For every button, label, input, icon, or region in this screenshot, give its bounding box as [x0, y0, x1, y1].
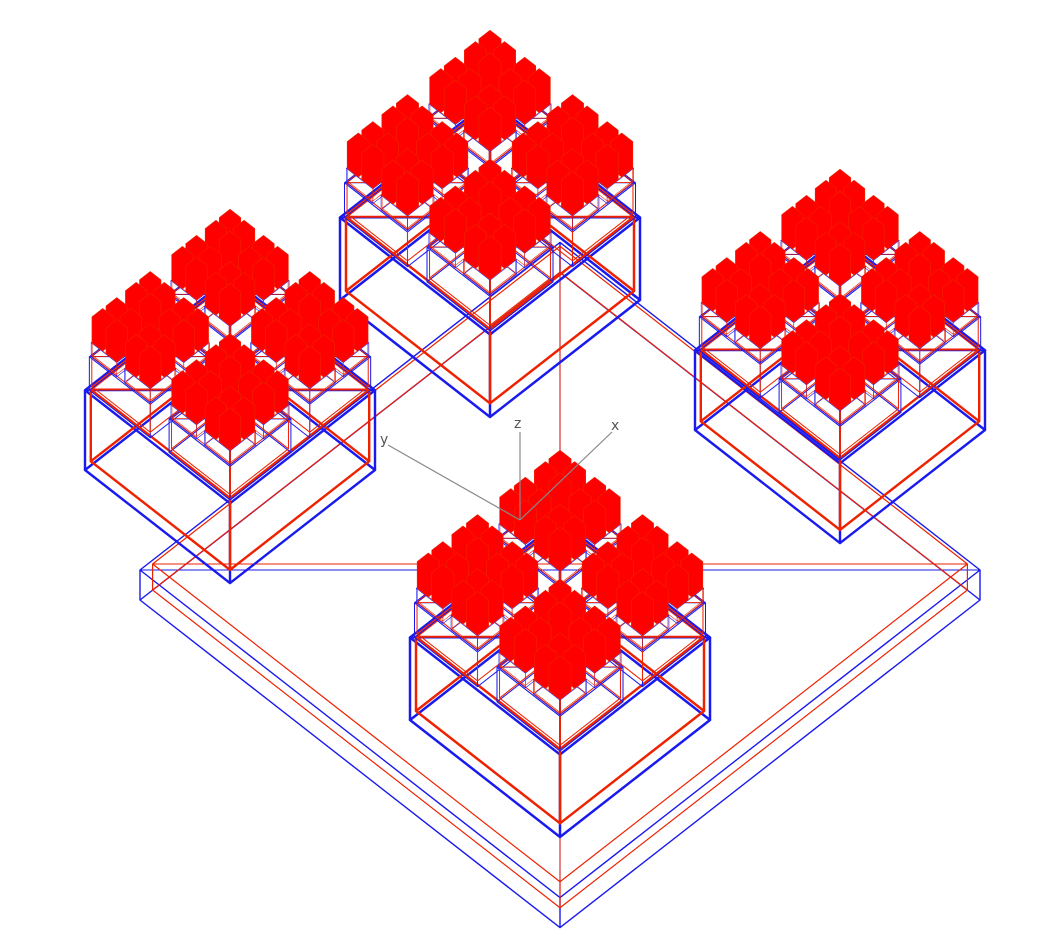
- wire-box-face: [478, 235, 502, 280]
- wire-box-face: [332, 319, 355, 363]
- wire-box-face: [942, 279, 965, 323]
- fractal-box-layer: [83, 29, 987, 929]
- wire-box-face: [252, 256, 275, 301]
- wire-box-face: [218, 283, 242, 327]
- wire-box-face: [548, 526, 572, 572]
- x-axis-label: x: [611, 418, 619, 434]
- y-axis-label: y: [380, 432, 388, 448]
- wire-box-face: [172, 319, 195, 363]
- wire-box-face: [862, 216, 885, 261]
- wire-box-face: [396, 171, 419, 216]
- wire-box-face: [548, 655, 572, 700]
- wire-box-face: [218, 407, 242, 451]
- wire-box-face: [185, 381, 208, 425]
- wire-box-face: [513, 499, 537, 545]
- wire-box-face: [631, 591, 654, 636]
- wire-box-face: [298, 345, 321, 389]
- wire-box-face: [715, 279, 738, 323]
- wire-box-face: [265, 319, 288, 363]
- wire-box-face: [513, 208, 537, 253]
- wire-box-face: [875, 279, 898, 323]
- wire-box-face: [513, 628, 537, 673]
- wire-box-face: [665, 564, 689, 609]
- wire-box-face: [583, 628, 607, 673]
- wire-box-face: [430, 144, 454, 189]
- y-axis-line: [387, 444, 521, 521]
- wire-box-face: [431, 564, 455, 609]
- wire-box-face: [828, 243, 852, 287]
- wire-box-face: [361, 144, 385, 189]
- wire-box-face: [795, 341, 818, 385]
- wire-box-face: [105, 319, 128, 363]
- wire-box-face: [526, 144, 550, 189]
- wire-box-face: [862, 341, 885, 385]
- axis-gizmo: y z x: [380, 416, 619, 521]
- z-axis-label: z: [514, 416, 521, 432]
- wire-box-face: [561, 171, 584, 216]
- wire-box-face: [795, 216, 818, 261]
- wire-box-face: [828, 367, 852, 411]
- wire-box-face: [782, 279, 805, 323]
- wire-box-face: [908, 305, 931, 349]
- wire-box-face: [139, 345, 162, 389]
- wire-box-face: [596, 564, 620, 609]
- wire-box-face: [513, 79, 537, 125]
- wire-box-face: [749, 305, 772, 349]
- wire-box-face: [583, 499, 607, 545]
- wire-box-face: [478, 106, 502, 152]
- x-axis-line: [519, 431, 613, 521]
- wire-box-face: [443, 208, 467, 253]
- wire-box-face: [500, 564, 524, 609]
- wire-box-face: [185, 256, 208, 301]
- wire-box-face: [443, 79, 467, 125]
- wire-box-face: [252, 381, 275, 425]
- wire-box-face: [595, 144, 619, 189]
- wire-box-face: [466, 591, 489, 636]
